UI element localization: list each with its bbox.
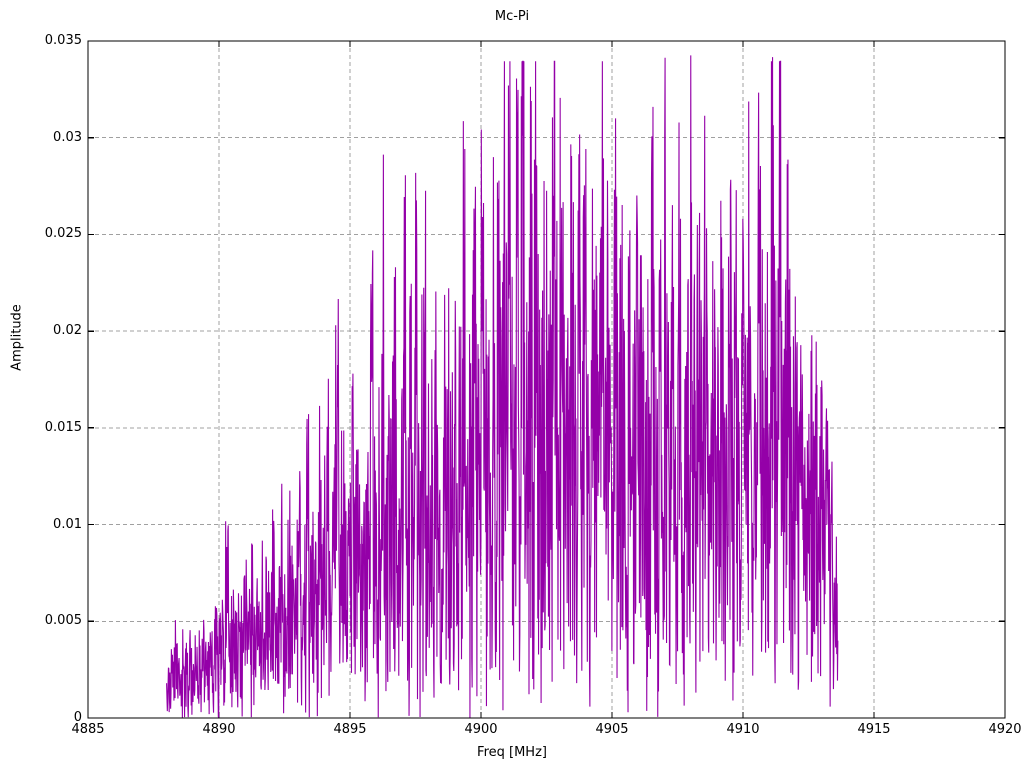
x-tick-label: 4915 xyxy=(857,722,891,737)
x-axis-label: Freq [MHz] xyxy=(477,745,547,760)
x-tick-label: 4905 xyxy=(595,722,629,737)
x-tick-label: 4885 xyxy=(71,722,105,737)
y-tick-label: 0.025 xyxy=(44,226,82,242)
y-tick-label: 0.01 xyxy=(53,516,82,532)
y-tick-label: 0.03 xyxy=(53,129,82,145)
x-tick-label: 4900 xyxy=(464,722,498,737)
x-tick-label: 4910 xyxy=(726,722,760,737)
data-series xyxy=(166,55,839,718)
x-tick-label: 4890 xyxy=(202,722,236,737)
x-tick-label: 4920 xyxy=(988,722,1022,737)
y-tick-label: 0 xyxy=(73,710,82,725)
plot-frame xyxy=(87,40,1006,719)
y-tick-label: 0.005 xyxy=(44,613,82,629)
y-tick-label: 0.02 xyxy=(53,323,82,339)
y-tick-label: 0.035 xyxy=(44,33,82,48)
x-tick-label: 4895 xyxy=(333,722,367,737)
y-tick-label: 0.015 xyxy=(44,419,82,435)
chart-title: Mc-Pi xyxy=(494,9,530,24)
